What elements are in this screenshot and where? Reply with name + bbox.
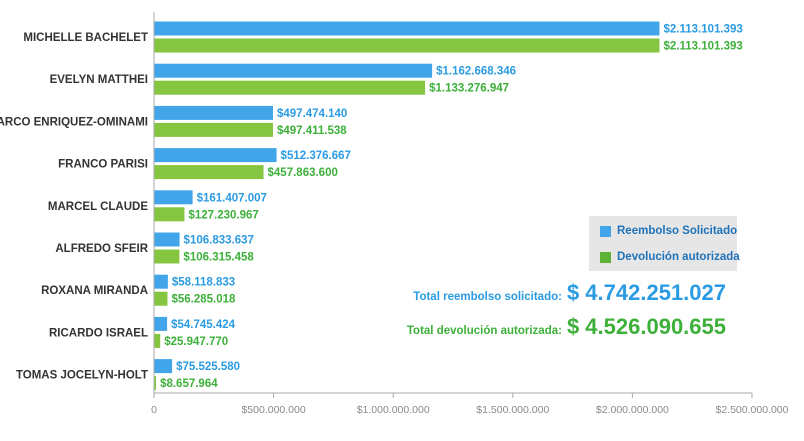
value-label-solicitado: $497.474.140 xyxy=(277,108,347,120)
bar-autorizada xyxy=(154,376,157,391)
legend-swatch-solicitado xyxy=(600,225,611,237)
value-label-solicitado: $1.162.668.346 xyxy=(436,66,516,78)
category-labels: MICHELLE BACHELET EVELYN MATTHEI MARCO ENR… xyxy=(0,32,149,382)
value-label-solicitado: $512.376.667 xyxy=(281,150,351,162)
x-tick-label: 0 xyxy=(151,404,157,416)
total-autorizada-value: $ 4.526.090.655 xyxy=(566,314,726,339)
category-label: ROXANA MIRANDA xyxy=(41,285,148,297)
bar-autorizada xyxy=(154,122,273,137)
value-label-solicitado: $161.407.007 xyxy=(197,192,267,204)
total-autorizada: Total devolución autorizada: $ 4.526.090… xyxy=(407,314,726,340)
bar-solicitado xyxy=(154,232,180,247)
value-label-autorizada: $56.285.018 xyxy=(171,294,236,306)
total-solicitado-value: $ 4.742.251.027 xyxy=(566,280,726,305)
x-tick-label: $2.500.000.000 xyxy=(716,404,789,416)
value-labels: $2.113.101.393 $2.113.101.393 $1.162.668.3… xyxy=(160,24,743,391)
bar-solicitado xyxy=(154,105,273,120)
bar-solicitado xyxy=(154,359,173,374)
legend-item-solicitado: Reembolso Solicitado xyxy=(600,225,737,237)
bar-autorizada xyxy=(154,38,660,53)
category-label: RICARDO ISRAEL xyxy=(49,327,148,339)
legend-swatch-autorizada xyxy=(600,251,611,263)
bars xyxy=(154,21,660,391)
value-label-solicitado: $75.525.580 xyxy=(176,361,240,373)
value-label-solicitado: $106.833.637 xyxy=(184,235,254,247)
bar-autorizada xyxy=(154,80,426,95)
category-label: MICHELLE BACHELET xyxy=(23,32,148,44)
x-tick-label: $1.500.000.000 xyxy=(476,404,549,416)
value-label-autorizada: $25.947.770 xyxy=(164,336,228,348)
x-axis: 0 $500.000.000 $1.000.000.000 $1.500.000.00… xyxy=(151,12,789,416)
value-label-autorizada: $8.657.964 xyxy=(160,378,218,390)
bar-solicitado xyxy=(154,274,168,289)
legend-item-autorizada: Devolución autorizada xyxy=(600,251,740,263)
x-tick-label: $2.000.000.000 xyxy=(596,404,669,416)
category-label: MARCEL CLAUDE xyxy=(48,201,148,213)
legend-label-solicitado: Reembolso Solicitado xyxy=(617,225,738,237)
category-label: TOMAS JOCELYN-HOLT xyxy=(16,370,148,382)
bar-solicitado xyxy=(154,148,277,163)
bar-autorizada xyxy=(154,291,168,306)
category-label: EVELYN MATTHEI xyxy=(50,74,148,86)
value-label-autorizada: $457.863.600 xyxy=(268,167,338,179)
total-autorizada-label: Total devolución autorizada: xyxy=(406,325,562,337)
category-label: ALFREDO SFEIR xyxy=(55,243,148,255)
bar-autorizada xyxy=(154,165,264,180)
value-label-autorizada: $1.133.276.947 xyxy=(429,83,509,95)
value-label-autorizada: $127.230.967 xyxy=(188,209,258,221)
category-label: FRANCO PARISI xyxy=(58,159,148,171)
total-solicitado: Total reembolso solicitado: $ 4.742.251.… xyxy=(413,280,726,306)
value-label-autorizada: $497.411.538 xyxy=(277,125,347,137)
legend: Reembolso Solicitado Devolución autoriza… xyxy=(589,216,740,271)
bar-autorizada xyxy=(154,249,180,264)
x-tick-label: $1.000.000.000 xyxy=(357,404,430,416)
bar-solicitado xyxy=(154,63,433,78)
bar-solicitado xyxy=(154,21,660,36)
bar-autorizada xyxy=(154,333,161,348)
legend-label-autorizada: Devolución autorizada xyxy=(617,251,740,263)
category-label: MARCO ENRIQUEZ-OMINAMI xyxy=(0,116,148,128)
value-label-solicitado: $58.118.833 xyxy=(172,277,235,289)
value-label-autorizada: $2.113.101.393 xyxy=(663,41,742,53)
value-label-autorizada: $106.315.458 xyxy=(183,252,254,264)
bar-solicitado xyxy=(154,316,168,331)
value-label-solicitado: $54.745.424 xyxy=(171,319,236,331)
value-label-solicitado: $2.113.101.393 xyxy=(663,24,742,36)
total-solicitado-label: Total reembolso solicitado: xyxy=(413,291,562,303)
bar-autorizada xyxy=(154,207,185,222)
bar-solicitado xyxy=(154,190,193,205)
x-tick-label: $500.000.000 xyxy=(241,404,305,416)
